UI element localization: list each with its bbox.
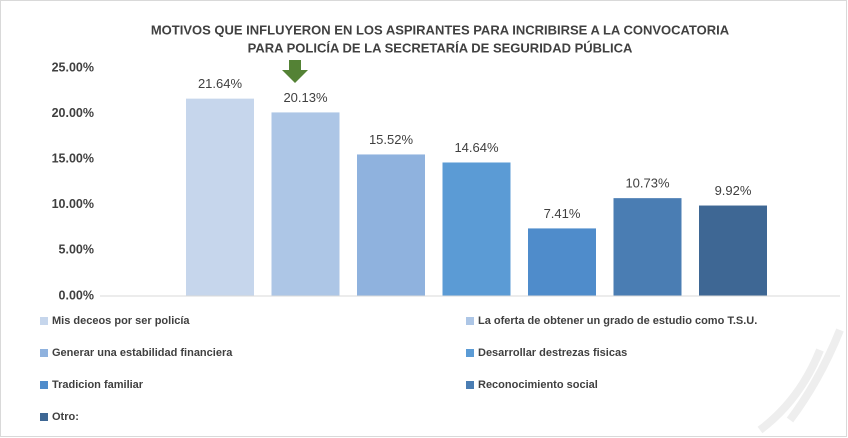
legend-swatch (40, 381, 48, 389)
bar (186, 98, 254, 297)
legend-swatch (40, 413, 48, 421)
chart-title: MOTIVOS QUE INFLUYERON EN LOS ASPIRANTES… (151, 22, 730, 37)
bar (613, 198, 682, 296)
legend-swatch (40, 317, 48, 325)
legend-label: Otro: (52, 411, 79, 423)
value-label: 20.13% (283, 90, 328, 105)
arrow-annotation (282, 60, 308, 83)
legend-label: Desarrollar destrezas fisicas (478, 347, 627, 359)
legend-swatch (466, 381, 474, 389)
value-label: 15.52% (369, 132, 414, 147)
y-tick-label: 5.00% (59, 243, 94, 257)
y-tick-label: 10.00% (52, 197, 94, 211)
legend-label: La oferta de obtener un grado de estudio… (478, 315, 757, 327)
value-label: 10.73% (625, 176, 670, 191)
y-tick-label: 25.00% (52, 60, 94, 74)
bar (357, 154, 425, 296)
legend-label: Mis deceos por ser policía (52, 315, 190, 327)
legend-swatch (40, 349, 48, 357)
value-label: 21.64% (198, 76, 243, 91)
legend-label: Generar una estabilidad financiera (52, 347, 233, 359)
chart-title: PARA POLICÍA DE LA SECRETARÍA DE SEGURID… (248, 40, 633, 55)
legend-swatch (466, 317, 474, 325)
value-label: 14.64% (454, 140, 499, 155)
bar (442, 162, 511, 296)
legend-label: Reconocimiento social (478, 379, 598, 391)
bar (699, 205, 767, 296)
y-tick-label: 20.00% (52, 106, 94, 120)
legend-label: Tradicion familiar (52, 379, 144, 391)
value-label: 9.92% (715, 183, 752, 198)
value-label: 7.41% (544, 206, 581, 221)
bar (528, 228, 596, 296)
legend-swatch (466, 349, 474, 357)
bar (271, 112, 340, 296)
y-tick-label: 0.00% (59, 288, 94, 302)
watermark (757, 328, 844, 434)
y-tick-label: 15.00% (52, 151, 94, 165)
